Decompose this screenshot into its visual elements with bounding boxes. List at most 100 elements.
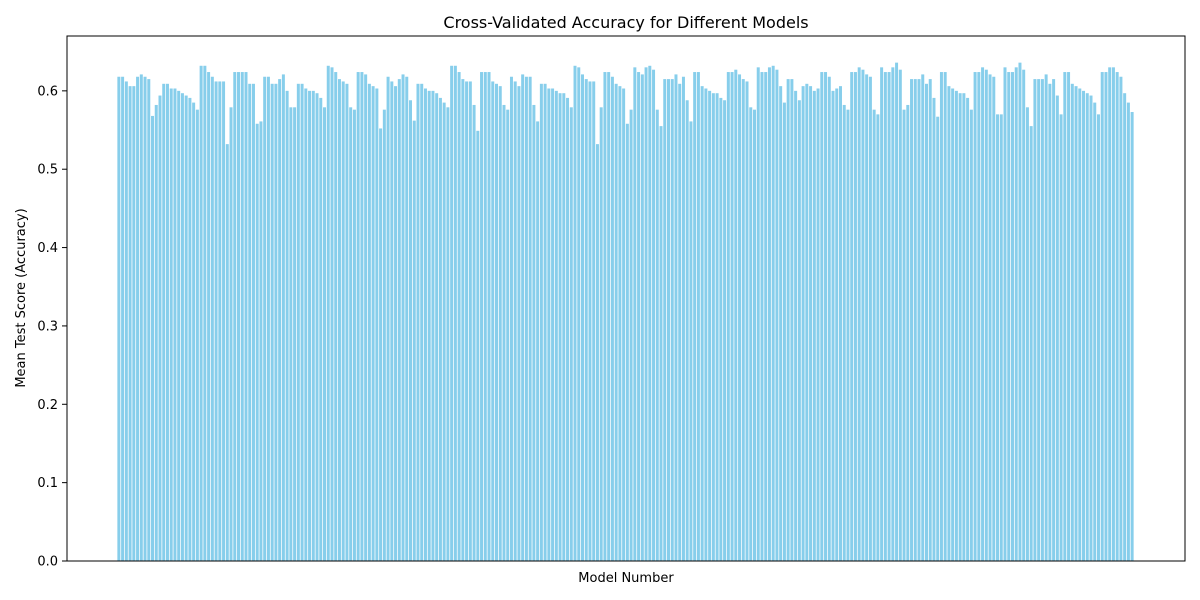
bar-model-204 — [876, 114, 880, 562]
y-tick-label: 0.0 — [37, 555, 58, 570]
bar-model-147 — [663, 79, 667, 561]
bar-model-202 — [868, 76, 872, 561]
bar-model-50 — [300, 83, 304, 562]
bar-model-38 — [255, 123, 259, 561]
bar-model-88 — [442, 102, 446, 561]
bar-model-179 — [782, 102, 786, 561]
bar-model-145 — [655, 109, 659, 561]
bar-model-63 — [349, 107, 353, 561]
bar-model-144 — [652, 69, 656, 561]
bar-model-2 — [121, 76, 125, 561]
bar-model-149 — [670, 79, 674, 561]
bar-model-134 — [614, 83, 618, 562]
bar-model-11 — [154, 104, 158, 562]
bar-model-265 — [1104, 72, 1108, 561]
bar-model-78 — [405, 76, 409, 561]
bar-model-68 — [367, 83, 371, 562]
bar-model-239 — [1007, 72, 1011, 561]
bar-model-153 — [685, 100, 689, 561]
bar-model-16 — [173, 88, 177, 561]
chart-title: Cross-Validated Accuracy for Different M… — [443, 13, 808, 32]
bar-model-61 — [341, 81, 345, 561]
bar-model-131 — [603, 72, 607, 561]
bar-model-255 — [1067, 72, 1071, 561]
bar-model-160 — [711, 93, 715, 561]
bar-model-94 — [465, 81, 469, 561]
bars-group — [117, 62, 1134, 562]
bar-model-197 — [850, 72, 854, 561]
bar-model-98 — [480, 72, 484, 561]
plot-frame — [66, 35, 1186, 562]
bar-model-24 — [203, 65, 207, 561]
bar-model-142 — [644, 67, 648, 561]
bar-model-69 — [371, 86, 375, 562]
bar-model-272 — [1130, 112, 1134, 561]
bar-model-39 — [259, 121, 263, 561]
bar-model-173 — [760, 72, 764, 561]
bar-model-181 — [790, 79, 794, 561]
bar-model-101 — [491, 81, 495, 561]
bar-model-257 — [1074, 86, 1078, 562]
bar-model-107 — [513, 81, 517, 561]
bar-model-203 — [872, 109, 876, 561]
bar-model-41 — [266, 76, 270, 561]
bar-model-262 — [1093, 102, 1097, 561]
bar-model-198 — [853, 72, 857, 561]
bar-model-263 — [1096, 114, 1100, 562]
bar-model-260 — [1085, 93, 1089, 561]
x-axis-label: Model Number — [578, 571, 674, 586]
bar-model-226 — [958, 93, 962, 561]
bar-model-216 — [921, 74, 925, 562]
bar-model-162 — [719, 97, 723, 562]
bar-model-157 — [700, 86, 704, 562]
bar-model-37 — [251, 83, 255, 562]
bar-model-14 — [165, 83, 169, 562]
bar-model-114 — [539, 83, 543, 562]
bar-model-83 — [423, 88, 427, 561]
bar-model-58 — [330, 67, 334, 561]
bar-model-129 — [595, 144, 599, 561]
bar-model-9 — [147, 79, 151, 561]
bar-model-180 — [786, 79, 790, 561]
bar-model-7 — [139, 74, 143, 562]
bar-model-57 — [326, 65, 330, 561]
bar-model-182 — [794, 90, 798, 561]
bar-model-233 — [984, 69, 988, 561]
bar-model-21 — [192, 102, 196, 561]
bar-model-193 — [835, 88, 839, 561]
bar-model-93 — [461, 79, 465, 561]
bar-model-17 — [177, 90, 181, 561]
bar-model-108 — [517, 86, 521, 562]
bar-model-192 — [831, 90, 835, 561]
bar-model-174 — [764, 72, 768, 561]
bar-model-196 — [846, 109, 850, 561]
bar-model-32 — [233, 72, 237, 561]
bar-model-36 — [248, 83, 252, 562]
y-tick-label: 0.1 — [37, 476, 58, 491]
bar-model-56 — [323, 107, 327, 561]
bar-model-53 — [311, 90, 315, 561]
bar-model-128 — [592, 81, 596, 561]
bar-model-52 — [308, 90, 312, 561]
bar-model-200 — [861, 69, 865, 561]
bar-model-155 — [693, 72, 697, 561]
bar-model-3 — [124, 81, 128, 561]
bar-model-125 — [581, 74, 584, 562]
bar-model-167 — [738, 74, 742, 562]
bar-model-245 — [1029, 126, 1033, 562]
bar-model-218 — [928, 79, 932, 561]
bar-model-206 — [883, 72, 887, 561]
bar-model-137 — [625, 123, 629, 561]
bar-model-91 — [453, 65, 457, 561]
bar-model-201 — [865, 74, 869, 562]
bar-model-177 — [775, 69, 779, 561]
bar-model-267 — [1111, 67, 1115, 561]
bar-model-191 — [827, 76, 831, 561]
bar-model-116 — [547, 88, 551, 561]
bar-model-244 — [1025, 107, 1029, 561]
bar-model-271 — [1126, 102, 1130, 561]
bar-model-64 — [352, 109, 356, 561]
bar-model-227 — [962, 93, 966, 561]
bar-model-35 — [244, 72, 248, 561]
bar-model-76 — [397, 79, 401, 561]
